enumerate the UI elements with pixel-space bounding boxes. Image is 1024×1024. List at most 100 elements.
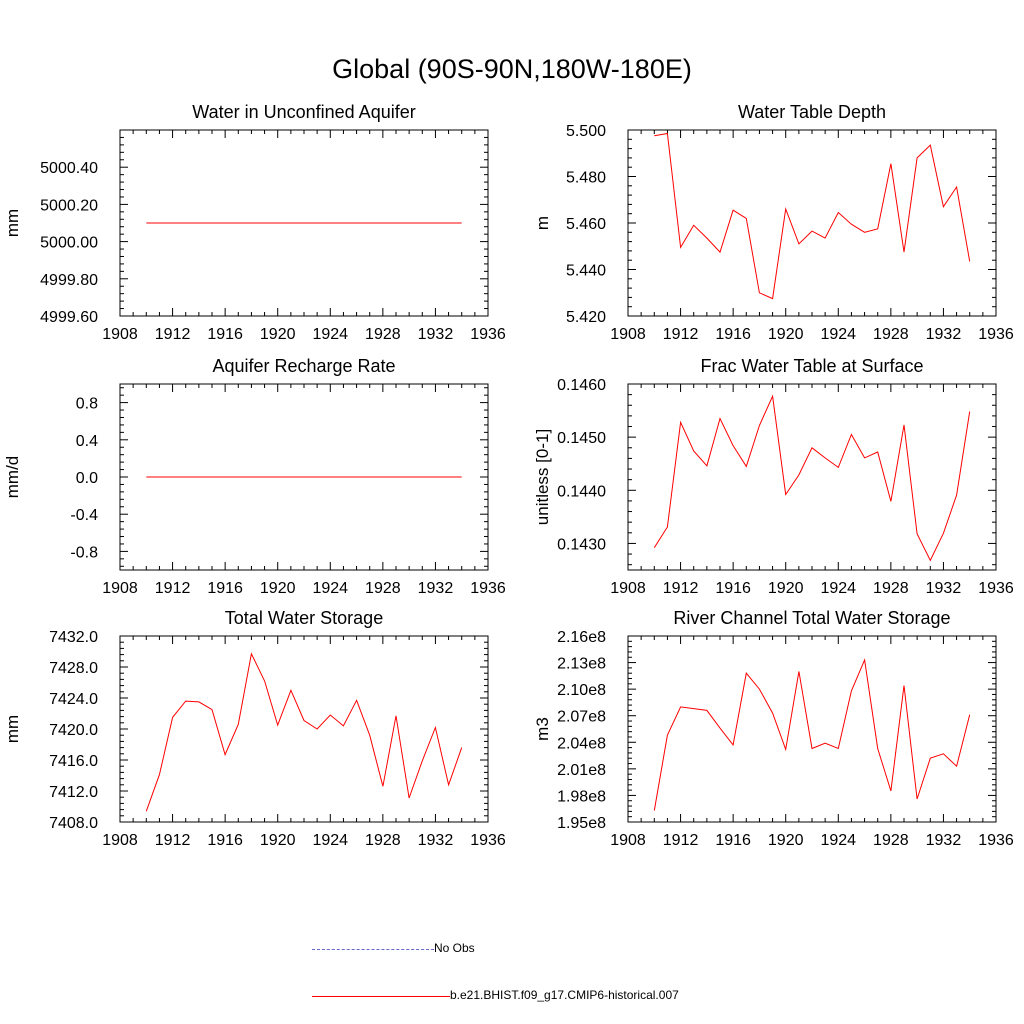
x-tick-label: 1912: [155, 580, 191, 597]
x-tick-label: 1908: [102, 832, 138, 849]
y-tick-label: 7408.0: [49, 815, 98, 832]
plot-frame: [627, 129, 997, 317]
x-tick-label: 1916: [207, 832, 243, 849]
x-tick-label: 1924: [312, 580, 348, 597]
y-axis-label: m3: [533, 717, 552, 741]
x-tick-label: 1920: [260, 580, 296, 597]
y-tick-label: 7412.0: [49, 784, 98, 801]
x-tick-label: 1912: [663, 580, 699, 597]
series-line: [653, 394, 971, 562]
y-tick-label: 5.480: [566, 170, 606, 187]
x-tick-label: 1932: [926, 326, 962, 343]
x-tick-label: 1912: [663, 326, 699, 343]
panel-title: Water Table Depth: [738, 102, 886, 122]
y-tick-label: 0.0: [76, 470, 98, 487]
y-tick-label: 7432.0: [49, 629, 98, 646]
x-tick-label: 1924: [312, 832, 348, 849]
y-axis-label: unitless [0-1]: [533, 429, 552, 525]
x-tick-label: 1924: [820, 580, 856, 597]
y-tick-label: 4999.80: [40, 272, 98, 289]
y-tick-label: 5.420: [566, 309, 606, 326]
x-tick-label: 1932: [418, 832, 454, 849]
x-tick-label: 1928: [365, 832, 401, 849]
y-tick-label: 5.440: [566, 263, 606, 280]
y-tick-label: 7428.0: [49, 660, 98, 677]
x-tick-label: 1912: [155, 832, 191, 849]
x-tick-label: 1936: [470, 832, 506, 849]
x-tick-label: 1908: [102, 326, 138, 343]
x-tick-label: 1920: [260, 832, 296, 849]
x-tick-label: 1928: [873, 832, 909, 849]
y-tick-label: -0.4: [70, 507, 98, 524]
y-tick-label: 7416.0: [49, 753, 98, 770]
y-tick-label: 1.98e8: [557, 788, 606, 805]
y-axis-label: mm/d: [3, 456, 22, 499]
x-tick-label: 1936: [978, 832, 1014, 849]
x-tick-label: 1916: [207, 326, 243, 343]
y-tick-label: 0.8: [76, 396, 98, 413]
panel-4: Frac Water Table at Surface unitless [0-1…: [533, 356, 1014, 597]
y-tick-label: 2.01e8: [557, 762, 606, 779]
x-tick-label: 1932: [418, 580, 454, 597]
x-tick-label: 1924: [820, 832, 856, 849]
legend-obs-label: No Obs: [434, 941, 475, 955]
x-tick-label: 1916: [715, 326, 751, 343]
panel-title: Total Water Storage: [225, 608, 383, 628]
y-tick-label: 4999.60: [40, 309, 98, 326]
main-title: Global (90S-90N,180W-180E): [332, 54, 692, 84]
x-tick-label: 1928: [873, 326, 909, 343]
y-axis-label: m: [533, 216, 552, 230]
y-tick-label: 2.16e8: [557, 629, 606, 646]
y-tick-label: 0.1450: [557, 430, 606, 447]
x-tick-label: 1908: [610, 580, 646, 597]
y-tick-label: 2.07e8: [557, 709, 606, 726]
plot-frame: [627, 383, 997, 571]
legend-model: b.e21.BHIST.f09_g17.CMIP6-historical.007: [312, 987, 812, 1007]
series-line: [145, 652, 463, 812]
x-tick-label: 1920: [768, 832, 804, 849]
y-tick-label: 0.4: [76, 433, 98, 450]
x-tick-label: 1908: [610, 832, 646, 849]
y-tick-label: 2.13e8: [557, 656, 606, 673]
x-tick-label: 1936: [470, 326, 506, 343]
panel-3: Aquifer Recharge Rate mm/d 1908 1912 1916 192…: [3, 356, 506, 597]
panel-title: River Channel Total Water Storage: [673, 608, 950, 628]
legend-model-line: [312, 996, 450, 997]
x-tick-label: 1932: [926, 580, 962, 597]
y-tick-label: 5000.40: [40, 160, 98, 177]
y-tick-label: 0.1430: [557, 536, 606, 553]
panel-title: Frac Water Table at Surface: [700, 356, 923, 376]
y-axis-label: mm: [3, 209, 22, 237]
x-tick-label: 1920: [260, 326, 296, 343]
x-tick-label: 1908: [102, 580, 138, 597]
y-tick-label: 0.1440: [557, 483, 606, 500]
legend-model-label: b.e21.BHIST.f09_g17.CMIP6-historical.007: [450, 988, 679, 1002]
panel-title: Aquifer Recharge Rate: [212, 356, 395, 376]
y-tick-label: 7420.0: [49, 722, 98, 739]
panel-1: Water in Unconfined Aquifer mm 1908 1912 191…: [3, 102, 506, 343]
x-tick-label: 1908: [610, 326, 646, 343]
x-tick-label: 1916: [715, 832, 751, 849]
y-tick-label: 1.95e8: [557, 815, 606, 832]
x-tick-label: 1928: [365, 580, 401, 597]
plot-frame: [627, 635, 997, 823]
y-tick-label: 2.10e8: [557, 682, 606, 699]
y-tick-label: -0.8: [70, 544, 98, 561]
series-line: [653, 658, 971, 811]
panel-2: Water Table Depth m 1908 1912 1916 1920 1924 19…: [533, 102, 1014, 343]
x-tick-label: 1936: [978, 326, 1014, 343]
x-tick-label: 1912: [663, 832, 699, 849]
y-axis-label: mm: [3, 715, 22, 743]
series-line: [654, 132, 971, 300]
x-tick-label: 1916: [715, 580, 751, 597]
y-tick-label: 0.1460: [557, 377, 606, 394]
y-tick-label: 5.460: [566, 216, 606, 233]
x-tick-label: 1920: [768, 326, 804, 343]
x-tick-label: 1928: [873, 580, 909, 597]
x-tick-label: 1924: [820, 326, 856, 343]
x-tick-label: 1932: [926, 832, 962, 849]
x-tick-label: 1932: [418, 326, 454, 343]
x-tick-label: 1924: [312, 326, 348, 343]
